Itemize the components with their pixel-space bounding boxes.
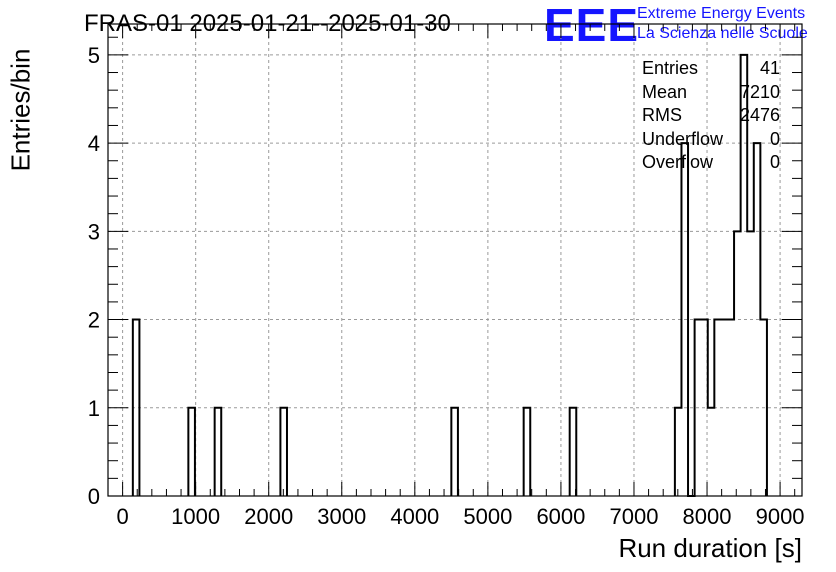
x-tick-label: 0 (116, 504, 128, 529)
x-tick-label: 9000 (756, 504, 805, 529)
histogram-bar (708, 408, 715, 496)
histogram-bar (721, 320, 728, 496)
y-tick-label: 2 (88, 308, 100, 333)
y-tick-label: 3 (88, 219, 100, 244)
stat-value: 41 (759, 58, 780, 78)
histogram-bar (675, 408, 682, 496)
stat-label: Overflow (642, 152, 714, 172)
histogram-bar (280, 408, 287, 496)
stat-row-mean: Mean 7210 (640, 82, 782, 106)
x-tick-label: 5000 (463, 504, 512, 529)
histogram-bar (760, 320, 767, 496)
x-tick-label: 7000 (610, 504, 659, 529)
histogram-bar (681, 143, 688, 496)
logo-mark: EEE (544, 0, 640, 51)
stat-value: 7210 (739, 81, 780, 102)
stat-label: Underflow (642, 128, 724, 149)
histogram-bar (734, 231, 741, 496)
stat-label: Entries (642, 58, 699, 78)
logo-line-1: Extreme Energy Events (637, 5, 806, 22)
x-tick-label: 1000 (171, 504, 220, 529)
y-tick-label: 5 (88, 43, 100, 68)
histogram-bar (188, 408, 195, 496)
histogram-bar (451, 408, 458, 496)
histogram-bar (215, 408, 222, 496)
histogram-bar (133, 320, 140, 496)
histogram-bar (747, 231, 754, 496)
histogram-bar (754, 143, 761, 496)
x-tick-label: 6000 (536, 504, 585, 529)
x-tick-label: 8000 (683, 504, 732, 529)
stat-value: 0 (769, 128, 780, 149)
y-tick-label: 4 (88, 131, 100, 156)
stat-label: RMS (642, 105, 682, 125)
stat-row-entries: Entries 41 (640, 58, 782, 82)
histogram-bar (524, 408, 531, 496)
stats-box: Entries 41 Mean 7210 RMS 2476 Underflow … (640, 58, 782, 176)
histogram-bar (727, 320, 734, 496)
x-tick-label: 3000 (317, 504, 366, 529)
y-tick-label: 0 (88, 484, 100, 509)
plot-frame (107, 23, 803, 497)
stat-value: 2476 (739, 105, 780, 125)
histogram-bar (570, 408, 577, 496)
y-tick-label: 1 (88, 396, 100, 421)
stat-row-underflow: Underflow 0 (640, 129, 782, 153)
x-tick-label: 4000 (390, 504, 439, 529)
x-tick-label: 2000 (244, 504, 293, 529)
histogram-bar (714, 320, 721, 496)
stat-row-overflow: Overflow 0 (640, 152, 782, 176)
stat-value: 0 (769, 152, 780, 172)
stat-row-rms: RMS 2476 (640, 105, 782, 129)
histogram-outline (131, 53, 768, 497)
x-axis-label: Run duration [s] (618, 533, 802, 563)
histogram-bar (695, 320, 702, 496)
stat-label: Mean (642, 81, 688, 102)
histogram-bar (701, 320, 708, 496)
